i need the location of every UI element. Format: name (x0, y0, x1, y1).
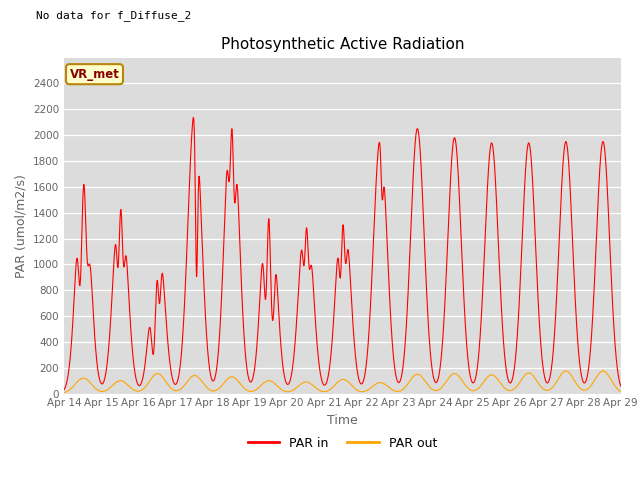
Line: PAR in: PAR in (64, 118, 621, 390)
PAR out (157, 372, 164, 378)
Line: PAR out: PAR out (64, 371, 621, 393)
PAR out (124, 382, 131, 387)
Y-axis label: PAR (umol/m2/s): PAR (umol/m2/s) (14, 174, 28, 277)
Text: VR_met: VR_met (70, 68, 120, 81)
PAR in (298, 247, 305, 253)
PAR in (274, 289, 282, 295)
PAR in (157, 290, 164, 296)
Text: No data for f_Diffuse_2: No data for f_Diffuse_2 (36, 11, 191, 22)
PAR out (617, 388, 625, 394)
PAR out (562, 368, 570, 374)
PAR in (617, 383, 625, 389)
Legend: PAR in, PAR out: PAR in, PAR out (243, 432, 442, 455)
PAR in (606, 242, 614, 248)
PAR out (298, 381, 305, 386)
PAR out (274, 383, 282, 389)
PAR in (60, 387, 68, 393)
Title: Photosynthetic Active Radiation: Photosynthetic Active Radiation (221, 37, 464, 52)
PAR out (546, 387, 554, 393)
PAR in (124, 269, 131, 275)
PAR in (189, 115, 197, 120)
PAR in (546, 374, 554, 380)
PAR out (606, 375, 614, 381)
PAR out (60, 390, 68, 396)
X-axis label: Time: Time (327, 414, 358, 427)
